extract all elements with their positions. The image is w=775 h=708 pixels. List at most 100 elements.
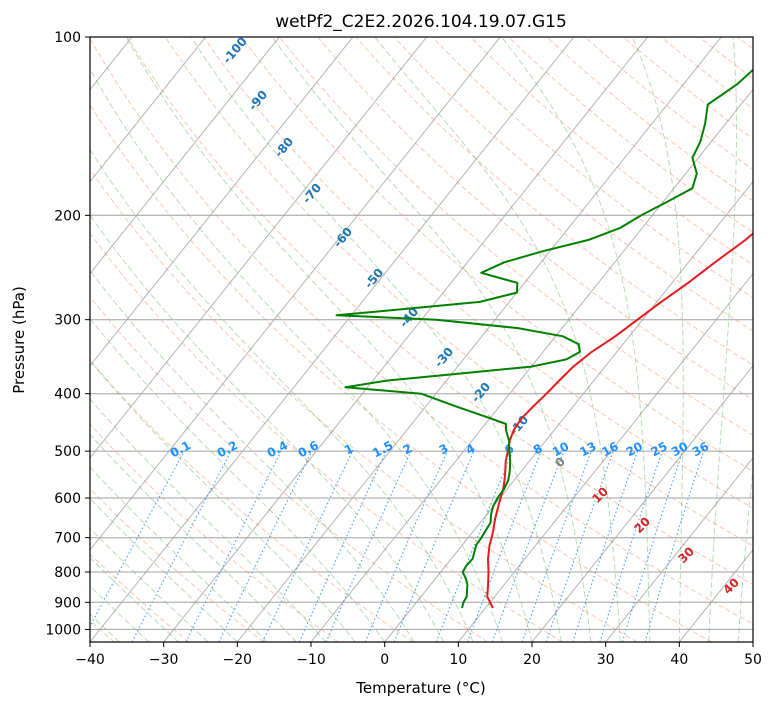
mixing-ratio-label: 0.2: [215, 438, 240, 460]
moist-adiabat-line: [90, 214, 445, 642]
dry-adiabat-label: -60: [331, 225, 356, 251]
x-axis-label: Temperature (°C): [355, 679, 485, 697]
dry-adiabat-label: -20: [469, 380, 494, 406]
moist-adiabat-label: 20: [631, 514, 653, 536]
dry-adiabat-label: -10: [507, 413, 532, 439]
mixing-ratio-label: 2: [401, 441, 415, 457]
mixing-ratio-line: [644, 450, 705, 642]
sounding-profiles: [335, 68, 753, 609]
x-tick-label: −20: [223, 652, 253, 668]
x-tick-label: 50: [744, 652, 762, 668]
mixing-ratio-label: 1.5: [370, 438, 395, 460]
isotherm-line: [90, 37, 354, 367]
x-tick-label: 20: [523, 652, 541, 668]
moist-adiabat-line: [90, 148, 474, 642]
y-tick-label: 600: [54, 491, 81, 507]
dry-adiabat-line: [90, 103, 712, 642]
mixing-ratio-line: [521, 450, 592, 642]
dewpoint-profile: [335, 68, 753, 609]
isotherm-line: [0, 37, 58, 642]
dry-adiabat-label: -90: [246, 88, 271, 114]
dry-adiabat-line: [90, 487, 264, 642]
mixing-ratio-line: [599, 450, 663, 642]
dry-adiabat-line: [393, 37, 753, 332]
moist-adiabat-line: [190, 37, 562, 642]
dry-adiabat-label: -30: [432, 345, 457, 371]
moist-adiabat-line: [90, 398, 327, 642]
mixing-ratio-label: 25: [648, 439, 669, 459]
mixing-ratio-label: 3: [437, 441, 451, 457]
moist-adiabat-line: [374, 37, 621, 642]
y-tick-label: 800: [54, 565, 81, 581]
chart-title: wetPf2_C2E2.2026.104.19.07.G15: [275, 12, 567, 32]
x-tick-label: −10: [296, 652, 326, 668]
isotherm-line: [90, 37, 280, 275]
y-tick-label: 100: [54, 30, 81, 46]
y-tick-label: 400: [54, 387, 81, 403]
dry-adiabat-line: [90, 168, 638, 642]
dry-adiabat-line: [90, 296, 488, 642]
isotherm-line: [90, 37, 575, 642]
x-tick-label: 40: [670, 652, 688, 668]
mixing-ratio-line: [185, 450, 282, 642]
moist-adiabat-line: [501, 37, 651, 642]
y-axis-label: Pressure (hPa): [10, 286, 28, 394]
dry-adiabat-line: [164, 37, 753, 547]
isotherm-line: [90, 37, 207, 183]
moist-adiabat-line: [271, 37, 592, 642]
isotherm-line: [90, 37, 428, 459]
mixing-ratio-label: 0.6: [296, 438, 321, 460]
mixing-ratio-line: [621, 450, 684, 642]
y-tick-label: 500: [54, 444, 81, 460]
dry-adiabat-line: [202, 37, 753, 509]
y-tick-label: 200: [54, 208, 81, 224]
dry-adiabat-line: [355, 37, 753, 366]
moist-adiabat-line: [708, 37, 737, 642]
mixing-ratio-label: 4: [463, 441, 477, 457]
moist-adiabat-line: [90, 433, 297, 642]
mixing-ratio-label: 20: [624, 439, 645, 459]
x-tick-label: −30: [149, 652, 179, 668]
moist-adiabat-line: [90, 466, 268, 642]
y-tick-label: 300: [54, 313, 81, 329]
y-axis: 100 200 300 400 500 600 700 800 900 1000: [45, 30, 90, 638]
moist-adiabat-line: [737, 464, 753, 642]
dry-adiabat-line: [508, 37, 753, 234]
dry-adiabat-line: [90, 423, 339, 642]
temperature-profile: [486, 232, 753, 609]
isotherm-line: [310, 88, 753, 642]
moist-adiabat-line: [90, 317, 386, 642]
isotherm-line: [90, 37, 501, 551]
dry-adiabat-line: [736, 37, 753, 50]
moist-adiabat-line: [90, 527, 209, 642]
isotherm-line: [605, 457, 753, 642]
dry-adiabat-line: [241, 37, 753, 472]
x-tick-label: 10: [449, 652, 467, 668]
mixing-ratio-line: [545, 450, 614, 642]
plot-frame: [89, 36, 754, 643]
moist-adiabat-label: 40: [720, 575, 742, 597]
y-tick-label: 1000: [45, 622, 81, 638]
mixing-ratio-line: [572, 450, 639, 642]
isotherm-line: [531, 364, 753, 642]
background-lines: [0, 37, 753, 642]
mixing-ratio-line: [325, 450, 412, 642]
y-tick-label: 900: [54, 595, 81, 611]
dry-adiabat-line: [546, 37, 753, 202]
mixing-ratio-label: 0.4: [265, 438, 290, 460]
moist-adiabat-line: [125, 37, 533, 642]
mixing-ratio-label: 1: [342, 441, 356, 457]
mixing-ratio-label: 0.1: [168, 438, 193, 460]
dry-adiabat-label: -80: [272, 135, 297, 161]
dry-adiabat-line: [698, 37, 753, 80]
mixing-ratio-label: 13: [577, 439, 598, 459]
dry-adiabat-line: [317, 37, 753, 401]
mixing-ratio-line: [364, 450, 448, 642]
mixing-ratio-label: 16: [599, 439, 620, 459]
dry-adiabat-line: [279, 37, 753, 436]
isotherm-line: [752, 641, 753, 642]
mixing-ratio-line: [491, 450, 565, 642]
isotherm-line: [236, 37, 722, 642]
